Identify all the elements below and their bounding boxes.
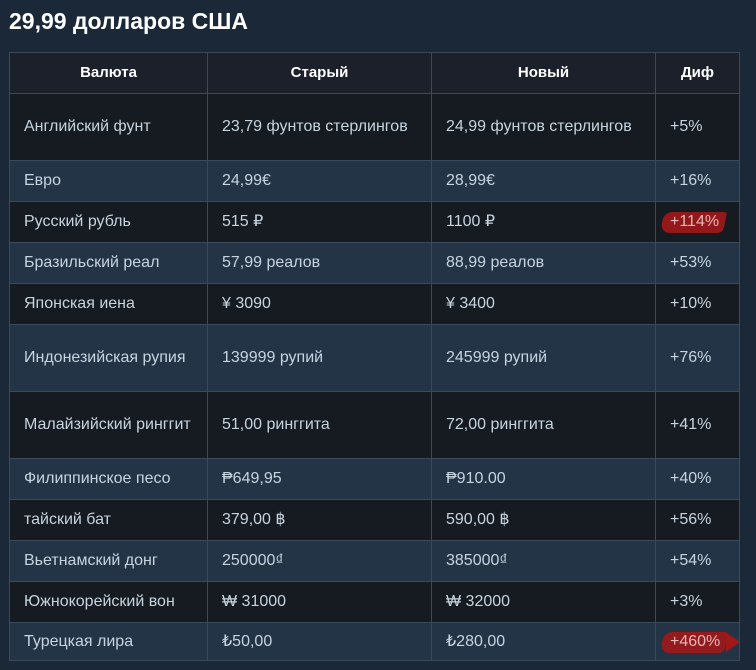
table-row: Русский рубль 515 ₽ 1100 ₽ +114% [9, 201, 740, 243]
diff-cell: +53% [655, 242, 740, 284]
table-header-row: Валюта Старый Новый Диф [9, 52, 740, 94]
old-price-cell: 250000₫ [207, 540, 432, 582]
new-price-cell: 1100 ₽ [431, 201, 656, 243]
new-price-cell: 72,00 ринггита [431, 391, 656, 459]
diff-cell: +5% [655, 93, 740, 161]
new-price-cell: ¥ 3400 [431, 283, 656, 325]
currency-cell: Английский фунт [9, 93, 208, 161]
header-currency: Валюта [9, 52, 208, 94]
diff-value: +114% [670, 213, 720, 230]
diff-cell: +56% [655, 499, 740, 541]
table-row: Филиппинское песо ₱649,95 ₱910.00 +40% [9, 458, 740, 500]
new-price-cell: 24,99 фунтов стерлингов [431, 93, 656, 161]
diff-cell: +3% [655, 581, 740, 623]
diff-cell: +16% [655, 160, 740, 202]
currency-cell: Вьетнамский донг [9, 540, 208, 582]
old-price-cell: ₺50,00 [207, 622, 432, 661]
new-price-cell: 590,00 ฿ [431, 499, 656, 541]
diff-cell: +460% [655, 622, 741, 661]
diff-cell: +76% [655, 324, 740, 392]
table-row: Турецкая лира ₺50,00 ₺280,00 +460% [9, 622, 741, 661]
old-price-cell: 57,99 реалов [207, 242, 432, 284]
table-row: Вьетнамский донг 250000₫ 385000₫ +54% [9, 540, 740, 582]
new-price-cell: ₩ 32000 [431, 581, 656, 623]
table-row: Английский фунт 23,79 фунтов стерлингов … [9, 93, 740, 161]
old-price-cell: ₩ 31000 [207, 581, 432, 623]
diff-cell: +40% [655, 458, 740, 500]
new-price-cell: 28,99€ [431, 160, 656, 202]
old-price-cell: 379,00 ฿ [207, 499, 432, 541]
header-old-price: Старый [207, 52, 432, 94]
diff-cell: +114% [655, 201, 740, 243]
diff-cell: +10% [655, 283, 740, 325]
old-price-cell: ¥ 3090 [207, 283, 432, 325]
new-price-cell: 88,99 реалов [431, 242, 656, 284]
header-new-price: Новый [431, 52, 656, 94]
currency-cell: Филиппинское песо [9, 458, 208, 500]
table-row: Японская иена ¥ 3090 ¥ 3400 +10% [9, 283, 740, 325]
currency-cell: Японская иена [9, 283, 208, 325]
new-price-cell: ₱910.00 [431, 458, 656, 500]
currency-cell: Русский рубль [9, 201, 208, 243]
currency-cell: тайский бат [9, 499, 208, 541]
diff-highlight-marker: +460% [670, 629, 741, 655]
new-price-cell: 385000₫ [431, 540, 656, 582]
table-row: Малайзийский ринггит 51,00 ринггита 72,0… [9, 391, 740, 459]
table-row: Бразильский реал 57,99 реалов 88,99 реал… [9, 242, 740, 284]
currency-cell: Евро [9, 160, 208, 202]
page-title: 29,99 долларов США [9, 8, 248, 34]
table-row: Южнокорейский вон ₩ 31000 ₩ 32000 +3% [9, 581, 740, 623]
diff-cell: +54% [655, 540, 740, 582]
new-price-cell: ₺280,00 [431, 622, 656, 661]
diff-cell: +41% [655, 391, 740, 459]
currency-cell: Малайзийский ринггит [9, 391, 208, 459]
old-price-cell: 23,79 фунтов стерлингов [207, 93, 432, 161]
diff-highlight-marker: +114% [670, 209, 719, 235]
table-row: Евро 24,99€ 28,99€ +16% [9, 160, 740, 202]
old-price-cell: 51,00 ринггита [207, 391, 432, 459]
price-comparison-table: Валюта Старый Новый Диф Английский фунт … [9, 52, 741, 661]
header-diff: Диф [655, 52, 740, 94]
currency-cell: Турецкая лира [9, 622, 208, 661]
currency-cell: Индонезийская рупия [9, 324, 208, 392]
old-price-cell: 24,99€ [207, 160, 432, 202]
old-price-cell: 139999 рупий [207, 324, 432, 392]
table-row: Индонезийская рупия 139999 рупий 245999 … [9, 324, 740, 392]
currency-cell: Бразильский реал [9, 242, 208, 284]
currency-cell: Южнокорейский вон [9, 581, 208, 623]
new-price-cell: 245999 рупий [431, 324, 656, 392]
old-price-cell: 515 ₽ [207, 201, 432, 243]
diff-value: +460% [670, 632, 721, 650]
old-price-cell: ₱649,95 [207, 458, 432, 500]
table-row: тайский бат 379,00 ฿ 590,00 ฿ +56% [9, 499, 740, 541]
